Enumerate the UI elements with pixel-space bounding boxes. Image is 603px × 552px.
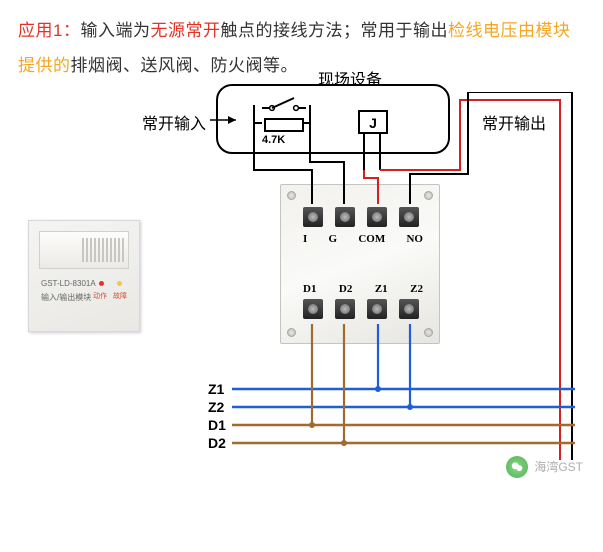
switch-symbol: [262, 96, 306, 112]
terminal-NO: [399, 207, 419, 227]
desc-part2: 触点的接线方法；常用于输出: [220, 21, 448, 40]
bus-z2: Z2: [208, 398, 226, 416]
resistor-label: 4.7K: [262, 134, 285, 146]
fault-led: [117, 281, 122, 286]
terminal-D1: [303, 299, 323, 319]
bus-z1: Z1: [208, 380, 226, 398]
wechat-icon: [506, 456, 528, 478]
terminal-COM: [367, 207, 387, 227]
top-terminal-labels: I G COM NO: [303, 233, 423, 245]
no-input-label: 常开输入: [142, 110, 206, 134]
desc-hl1: 无源常开: [150, 21, 220, 40]
module-model: GST-LD-8301A: [41, 279, 96, 288]
terminal-Z1: [367, 299, 387, 319]
resistor-symbol: [264, 118, 304, 132]
bus-d1: D1: [208, 416, 226, 434]
bottom-terminal-labels: D1 D2 Z1 Z2: [303, 283, 423, 295]
top-terminal-row: [303, 207, 419, 229]
label-D2: D2: [339, 283, 352, 295]
app-prefix: 应用1：: [18, 21, 80, 40]
label-Z2: Z2: [410, 283, 423, 295]
watermark-text: 海湾GST: [534, 458, 583, 475]
relay-symbol: J: [358, 110, 388, 134]
watermark: 海湾GST: [506, 456, 583, 478]
module-subtitle: 输入/输出模块: [41, 292, 91, 303]
terminal-G: [335, 207, 355, 227]
terminal-I: [303, 207, 323, 227]
bus-labels: Z1 Z2 D1 D2: [208, 380, 226, 452]
no-output-label: 常开输出: [482, 110, 546, 134]
terminal-Z2: [399, 299, 419, 319]
label-G: G: [329, 233, 338, 245]
description-text: 应用1：输入端为无源常开触点的接线方法；常用于输出检线电压由模块提供的排烟阀、送…: [0, 0, 603, 92]
desc-part1: 输入端为: [80, 21, 150, 40]
label-I: I: [303, 233, 307, 245]
bottom-terminal-row: [303, 299, 419, 321]
label-Z1: Z1: [375, 283, 388, 295]
led2-label: 故障: [113, 291, 127, 301]
led1-label: 动作: [93, 291, 107, 301]
bus-d2: D2: [208, 434, 226, 452]
terminal-D2: [335, 299, 355, 319]
desc-part3: 排烟阀、送风阀、防火阀等。: [71, 56, 299, 75]
wiring-diagram: 现场设备 常开输入 常开输出 4.7K J GST-LD-8301A 输入/输出…: [0, 92, 603, 492]
field-device-box: 4.7K J: [216, 84, 450, 154]
action-led: [99, 281, 104, 286]
label-NO: NO: [406, 233, 423, 245]
module-photo: GST-LD-8301A 输入/输出模块 动作 故障: [28, 220, 140, 332]
label-D1: D1: [303, 283, 316, 295]
label-COM: COM: [358, 233, 385, 245]
terminal-plate: I G COM NO D1 D2 Z1 Z2: [280, 184, 440, 344]
